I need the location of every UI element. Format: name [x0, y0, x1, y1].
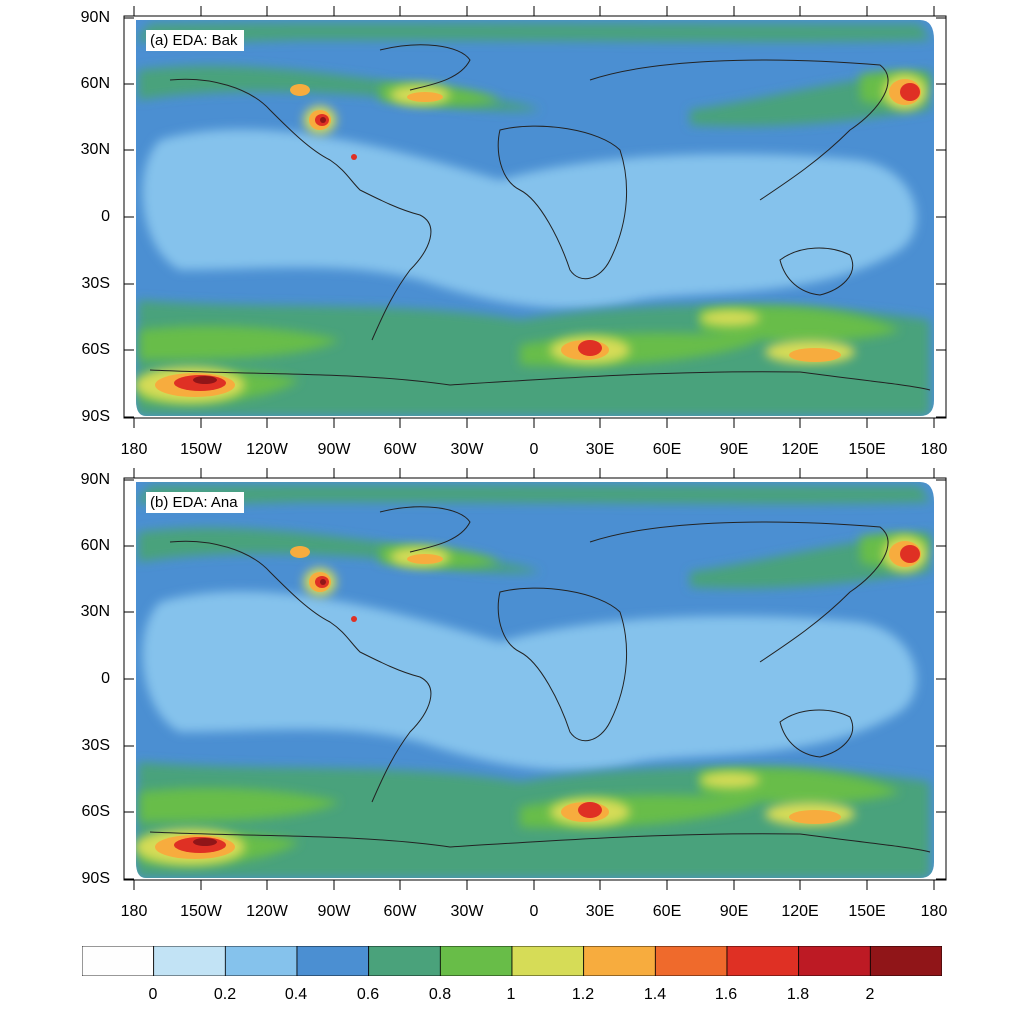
colorbar-label: 1.8: [786, 986, 810, 1003]
lon-label: 0: [529, 441, 539, 458]
coastlines: [149, 44, 931, 391]
colorbar-label: 2: [865, 986, 875, 1003]
lon-label: 120W: [246, 903, 288, 920]
light-tropics-field: [142, 591, 917, 771]
colorbar-label: 0: [148, 986, 158, 1003]
colorbar: [82, 946, 942, 976]
lon-label: 60W: [383, 903, 417, 920]
colorbar-swatch: [583, 946, 656, 976]
map-panel-b: (b) EDA: Ana 90N 60N 30N 0 30S 60S 90S 1…: [0, 462, 1024, 922]
lon-label: 30W: [450, 903, 484, 920]
lat-label: 60N: [80, 537, 110, 554]
colorbar-swatch: [153, 946, 226, 976]
colorbar-swatch: [296, 946, 370, 976]
colorbar-swatch: [726, 946, 800, 976]
lon-label: 30E: [585, 441, 615, 458]
map-plot-a: [123, 6, 947, 428]
lon-label: 120E: [781, 441, 819, 458]
lon-label: 150W: [180, 441, 222, 458]
lat-label: 60S: [81, 341, 110, 358]
lat-label: 60S: [81, 803, 110, 820]
lat-label: 60N: [80, 75, 110, 92]
lon-label: 90E: [719, 441, 749, 458]
lon-label: 180: [120, 441, 148, 458]
colorbar-label: 0.8: [428, 986, 452, 1003]
colorbar-label: 1: [506, 986, 516, 1003]
lat-label: 0: [101, 670, 110, 687]
lon-label: 30E: [585, 903, 615, 920]
tick-marks-a: [124, 6, 946, 428]
colorbar-label: 1.6: [714, 986, 738, 1003]
lon-label: 0: [529, 903, 539, 920]
colorbar-swatch: [224, 946, 298, 976]
lat-label: 90S: [81, 870, 110, 887]
lon-label: 180: [920, 441, 948, 458]
lon-label: 150E: [848, 441, 886, 458]
lon-label: 180: [120, 903, 148, 920]
map-panel-a: (a) EDA: Bak 90N 60N 30N 0 30S 60S 90S 1…: [0, 0, 1024, 460]
dark-red-maxima: [193, 579, 326, 846]
lon-label: 60E: [652, 903, 682, 920]
colorbar-swatch: [654, 946, 728, 976]
colorbar-swatch: [511, 946, 585, 976]
lat-label: 30S: [81, 737, 110, 754]
colorbar-swatch: [869, 946, 942, 976]
colorbar-label: 0.6: [356, 986, 380, 1003]
lat-label: 90N: [80, 9, 110, 26]
panel-title-a: (a) EDA: Bak: [146, 30, 244, 51]
map-plot-b: [123, 468, 947, 890]
lon-label: 120W: [246, 441, 288, 458]
colorbar-swatch: [82, 946, 155, 976]
lon-label: 90W: [317, 903, 351, 920]
lon-label: 150W: [180, 903, 222, 920]
colorbar-label: 0.4: [284, 986, 308, 1003]
lat-label: 30S: [81, 275, 110, 292]
lat-label: 90N: [80, 471, 110, 488]
light-tropics-field: [142, 129, 917, 309]
lon-label: 90E: [719, 903, 749, 920]
lat-label: 30N: [80, 141, 110, 158]
colorbar-label: 0.2: [213, 986, 237, 1003]
lon-label: 30W: [450, 441, 484, 458]
lat-label: 30N: [80, 603, 110, 620]
lon-label: 60E: [652, 441, 682, 458]
colorbar-label: 1.4: [643, 986, 667, 1003]
colorbar-swatch: [368, 946, 441, 976]
lat-label: 0: [101, 208, 110, 225]
lat-label: 90S: [81, 408, 110, 425]
lon-label: 90W: [317, 441, 351, 458]
lon-label: 60W: [383, 441, 417, 458]
colorbar-swatch: [798, 946, 871, 976]
lon-label: 180: [920, 903, 948, 920]
lon-label: 120E: [781, 903, 819, 920]
colorbar-swatch: [439, 946, 513, 976]
panel-title-b: (b) EDA: Ana: [146, 492, 244, 513]
tick-marks-b: [124, 468, 946, 890]
dark-red-maxima: [193, 117, 326, 384]
lon-label: 150E: [848, 903, 886, 920]
colorbar-label: 1.2: [571, 986, 595, 1003]
coastlines: [149, 506, 931, 853]
